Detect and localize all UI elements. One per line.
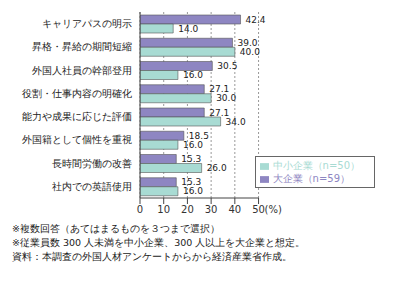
html-text:資料：本調査の外国人材アンケートからから経済産業省作成。: 資料：本調査の外国人材アンケートからから経済産業省作成。	[12, 251, 292, 262]
svg-text:16.0: 16.0	[183, 186, 203, 196]
svg-text:16.0: 16.0	[183, 140, 203, 150]
svg-text:能力や成果に応じた評価: 能力や成果に応じた評価	[22, 111, 132, 122]
svg-text:27.1: 27.1	[209, 107, 230, 118]
svg-text:39.0: 39.0	[237, 37, 258, 48]
svg-text:42.4: 42.4	[246, 15, 266, 25]
svg-text:40: 40	[228, 204, 241, 215]
svg-text:外国籍として個性を重視: 外国籍として個性を重視	[22, 134, 132, 145]
svg-text:15.3: 15.3	[181, 154, 201, 164]
svg-text:40.0: 40.0	[240, 47, 260, 57]
svg-text:昇格・昇給の期間短縮: 昇格・昇給の期間短縮	[32, 41, 132, 52]
svg-text:16.0: 16.0	[183, 70, 203, 80]
html-text:中小企業（n=50）: 中小企業（n=50）	[272, 160, 360, 171]
svg-text:18.5: 18.5	[188, 130, 209, 141]
svg-text:14.0: 14.0	[178, 24, 198, 34]
html-text:大企業（n=59）: 大企業（n=59）	[272, 173, 350, 184]
svg-text:26.0: 26.0	[207, 163, 227, 173]
svg-text:50: 50	[252, 204, 265, 215]
svg-text:10: 10	[157, 204, 170, 215]
svg-text:(%): (%)	[265, 204, 282, 215]
svg-text:長時間労働の改善: 長時間労働の改善	[52, 158, 132, 169]
html-text:※従業員数 300 人未満を中小企業、300 人以上を大企業: ※従業員数 300 人未満を中小企業、300 人以上を大企業と想定。	[12, 237, 306, 248]
svg-text:30.5: 30.5	[217, 61, 237, 71]
svg-text:0: 0	[137, 204, 143, 215]
svg-text:27.1: 27.1	[209, 84, 230, 95]
svg-text:30: 30	[205, 204, 218, 215]
svg-text:34.0: 34.0	[226, 117, 246, 127]
svg-text:30.0: 30.0	[216, 93, 236, 103]
svg-text:20: 20	[181, 204, 194, 215]
svg-text:15.3: 15.3	[181, 177, 202, 188]
svg-text:外国人社員の幹部登用: 外国人社員の幹部登用	[32, 65, 132, 76]
svg-text:役割・仕事内容の明確化: 役割・仕事内容の明確化	[22, 88, 132, 99]
html-text:※複数回答（あてはまるものを３つまで選択）: ※複数回答（あてはまるものを３つまで選択）	[12, 223, 220, 234]
svg-text:キャリアパスの明示: キャリアパスの明示	[42, 18, 132, 29]
svg-text:社内での英語使用: 社内での英語使用	[52, 181, 132, 192]
